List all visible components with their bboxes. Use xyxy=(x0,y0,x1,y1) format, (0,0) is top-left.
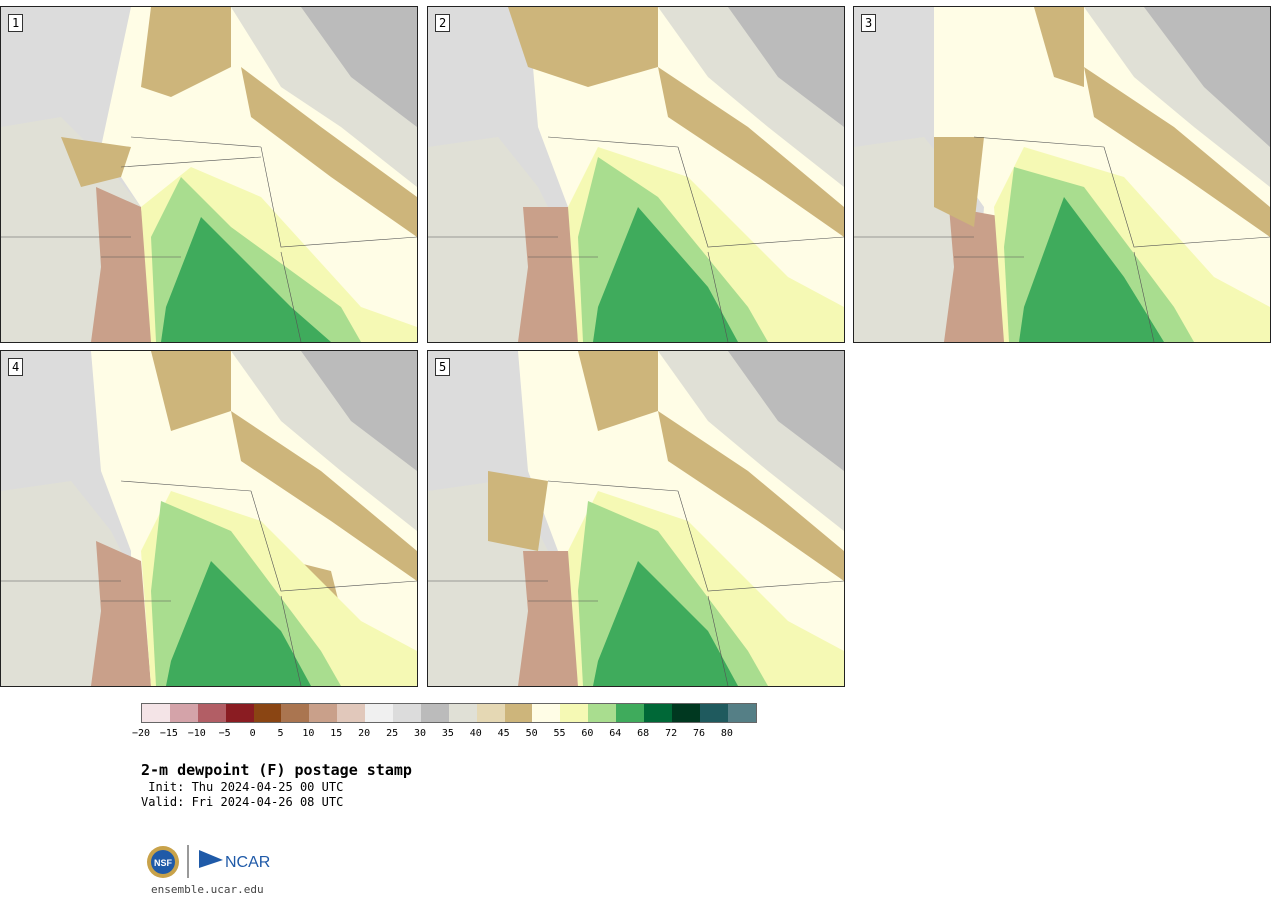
colorbar-tick-label: 25 xyxy=(386,728,399,739)
colorbar-tick-label: 45 xyxy=(497,728,510,739)
colorbar-swatch xyxy=(699,704,728,722)
colorbar-swatch xyxy=(448,704,477,722)
colorbar xyxy=(141,703,757,723)
valid-time: Valid: Fri 2024-04-26 08 UTC xyxy=(141,795,344,809)
colorbar-swatch xyxy=(504,704,533,722)
colorbar-swatch xyxy=(309,704,338,722)
colorbar-tick-label: 35 xyxy=(441,728,454,739)
dewpoint-map-2 xyxy=(428,7,844,342)
colorbar-swatch xyxy=(281,704,310,722)
colorbar-swatch xyxy=(727,704,756,722)
colorbar-tick-label: 30 xyxy=(413,728,427,739)
ensemble-url: ensemble.ucar.edu xyxy=(151,883,264,896)
colorbar-swatch xyxy=(365,704,394,722)
panel-label: 3 xyxy=(861,14,877,32)
colorbar-tick-label: 72 xyxy=(665,728,678,739)
map-panel-5: 5 xyxy=(427,350,845,687)
map-panel-4: 4 xyxy=(0,350,418,687)
colorbar-swatch xyxy=(532,704,561,722)
panel-label: 2 xyxy=(435,14,451,32)
colorbar-tick-label: 64 xyxy=(609,728,622,739)
colorbar-swatch xyxy=(253,704,282,722)
colorbar-swatch xyxy=(560,704,589,722)
colorbar-tick-label: −20 xyxy=(131,728,151,739)
colorbar-tick-label: 80 xyxy=(720,728,733,739)
colorbar-tick-label: 10 xyxy=(302,728,315,739)
init-time: Init: Thu 2024-04-25 00 UTC xyxy=(141,780,344,794)
colorbar-swatch xyxy=(225,704,254,722)
colorbar-tick-label: 76 xyxy=(692,728,706,739)
colorbar-tick-label: 15 xyxy=(330,728,343,739)
panel-label: 5 xyxy=(435,358,451,376)
colorbar-swatch xyxy=(393,704,421,722)
colorbar-tick-label: 0 xyxy=(249,728,256,739)
colorbar-tick-label: 55 xyxy=(553,728,566,739)
colorbar-tick-label: −10 xyxy=(187,728,206,739)
colorbar-tick-label: 50 xyxy=(525,728,538,739)
map-panel-3: 3 xyxy=(853,6,1271,343)
colorbar-swatch xyxy=(197,704,226,722)
colorbar-swatch xyxy=(476,704,505,722)
colorbar-tick-label: −15 xyxy=(159,728,178,739)
colorbar-swatch xyxy=(671,704,700,722)
ncar-logo-text: NCAR xyxy=(225,854,270,871)
colorbar-swatch xyxy=(169,704,198,722)
dewpoint-map-4 xyxy=(1,351,417,686)
colorbar-tick-label: 20 xyxy=(358,728,371,739)
dewpoint-map-5 xyxy=(428,351,844,686)
colorbar-swatch xyxy=(142,704,170,722)
dewpoint-map-1 xyxy=(1,7,417,342)
colorbar-swatch xyxy=(420,704,449,722)
map-panel-1: 1 xyxy=(0,6,418,343)
panel-label: 4 xyxy=(8,358,24,376)
colorbar-tick-label: 40 xyxy=(469,728,482,739)
colorbar-swatch xyxy=(588,704,617,722)
colorbar-tick-label: 68 xyxy=(637,728,650,739)
colorbar-tick-labels: −20 −15 −10 −5 0 5 10 15 20 25 30 35 40 45 50 55 60 64 68 7… xyxy=(132,728,756,742)
colorbar-tick-label: 5 xyxy=(277,728,284,739)
map-title: 2-m dewpoint (F) postage stamp xyxy=(141,761,412,779)
dewpoint-map-3 xyxy=(854,7,1270,342)
colorbar-swatch xyxy=(337,704,366,722)
colorbar-tick-label: 60 xyxy=(581,728,594,739)
colorbar-tick-label: −5 xyxy=(218,728,231,739)
nsf-logo-text: NSF xyxy=(154,858,173,868)
map-panel-2: 2 xyxy=(427,6,845,343)
colorbar-swatch xyxy=(644,704,672,722)
nsf-ncar-logo: NSF NCAR xyxy=(147,845,270,878)
colorbar-swatch xyxy=(616,704,645,722)
panel-label: 1 xyxy=(8,14,24,32)
